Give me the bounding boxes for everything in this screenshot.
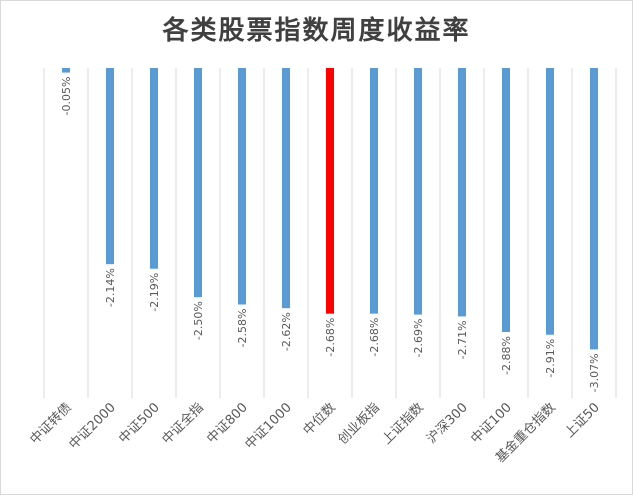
category-label: 中证2000 — [66, 400, 118, 452]
bar — [238, 68, 246, 305]
bars — [62, 68, 598, 350]
data-label: -2.58% — [236, 309, 249, 348]
data-label: -2.68% — [368, 318, 381, 357]
data-label: -3.07% — [588, 353, 601, 392]
category-label: 创业板指 — [335, 400, 382, 447]
chart-title: 各类股票指数周度收益率 — [162, 16, 471, 46]
category-label: 中位数 — [301, 400, 339, 438]
data-label: -0.05% — [60, 77, 73, 116]
data-label: -2.68% — [324, 318, 337, 357]
bar — [194, 68, 202, 298]
bar — [370, 68, 378, 314]
bar — [414, 68, 422, 315]
category-label: 上证指数 — [379, 400, 426, 447]
category-label: 沪深300 — [424, 400, 471, 447]
category-label: 上证50 — [562, 400, 603, 441]
category-label: 中证500 — [116, 400, 163, 447]
bar — [590, 68, 598, 350]
data-labels: -0.05% -2.14% -2.19% -2.50% -2.58% -2.62% -2.6… — [60, 77, 601, 393]
bar — [458, 68, 466, 317]
data-label: -2.88% — [500, 336, 513, 375]
bar — [546, 68, 554, 335]
data-label: -2.14% — [104, 268, 117, 307]
grid-lines — [43, 68, 617, 398]
bar — [150, 68, 158, 269]
data-label: -2.19% — [148, 273, 161, 312]
bar — [502, 68, 510, 332]
bar — [326, 68, 334, 314]
bar — [106, 68, 114, 265]
bar — [282, 68, 290, 309]
data-label: -2.50% — [192, 301, 205, 340]
data-label: -2.71% — [456, 320, 469, 359]
data-label: -2.69% — [412, 319, 425, 358]
category-label: 中证全指 — [159, 400, 207, 448]
bar — [62, 68, 70, 73]
data-label: -2.91% — [544, 339, 557, 378]
category-label: 中证1000 — [242, 400, 294, 452]
data-label: -2.62% — [280, 312, 293, 351]
